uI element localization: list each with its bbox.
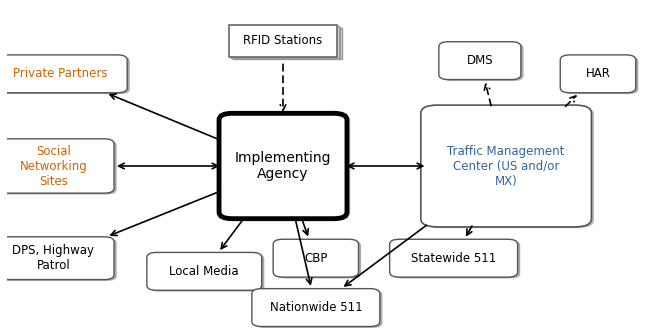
FancyBboxPatch shape [147, 252, 262, 290]
FancyBboxPatch shape [233, 28, 342, 59]
FancyBboxPatch shape [0, 55, 127, 93]
FancyBboxPatch shape [424, 107, 594, 228]
FancyBboxPatch shape [232, 27, 340, 58]
FancyBboxPatch shape [392, 241, 520, 279]
FancyBboxPatch shape [222, 115, 350, 220]
FancyBboxPatch shape [0, 237, 114, 280]
FancyBboxPatch shape [276, 241, 361, 279]
Text: Social
Networking
Sites: Social Networking Sites [19, 144, 87, 188]
Text: Implementing
Agency: Implementing Agency [235, 151, 331, 181]
FancyBboxPatch shape [252, 289, 380, 326]
Text: DMS: DMS [467, 54, 493, 67]
Text: DPS, Highway
Patrol: DPS, Highway Patrol [13, 244, 94, 272]
FancyBboxPatch shape [560, 55, 636, 93]
Text: RFID Stations: RFID Stations [243, 35, 323, 47]
FancyBboxPatch shape [0, 238, 116, 281]
FancyBboxPatch shape [421, 105, 591, 227]
FancyBboxPatch shape [0, 139, 114, 193]
Text: Traffic Management
Center (US and/or
MX): Traffic Management Center (US and/or MX) [448, 144, 565, 188]
Text: CBP: CBP [304, 252, 327, 265]
FancyBboxPatch shape [0, 56, 130, 94]
FancyBboxPatch shape [219, 113, 347, 219]
FancyBboxPatch shape [439, 42, 521, 80]
Text: Local Media: Local Media [170, 265, 239, 278]
FancyBboxPatch shape [273, 239, 358, 277]
FancyBboxPatch shape [255, 290, 382, 328]
FancyBboxPatch shape [390, 239, 517, 277]
FancyBboxPatch shape [442, 43, 523, 81]
Text: Private Partners: Private Partners [13, 67, 107, 80]
FancyBboxPatch shape [229, 25, 337, 56]
FancyBboxPatch shape [150, 254, 264, 291]
FancyBboxPatch shape [563, 56, 638, 94]
Text: HAR: HAR [586, 67, 610, 80]
FancyBboxPatch shape [0, 140, 116, 195]
Text: Statewide 511: Statewide 511 [411, 252, 496, 265]
Text: Nationwide 511: Nationwide 511 [269, 301, 362, 314]
FancyBboxPatch shape [231, 26, 339, 57]
